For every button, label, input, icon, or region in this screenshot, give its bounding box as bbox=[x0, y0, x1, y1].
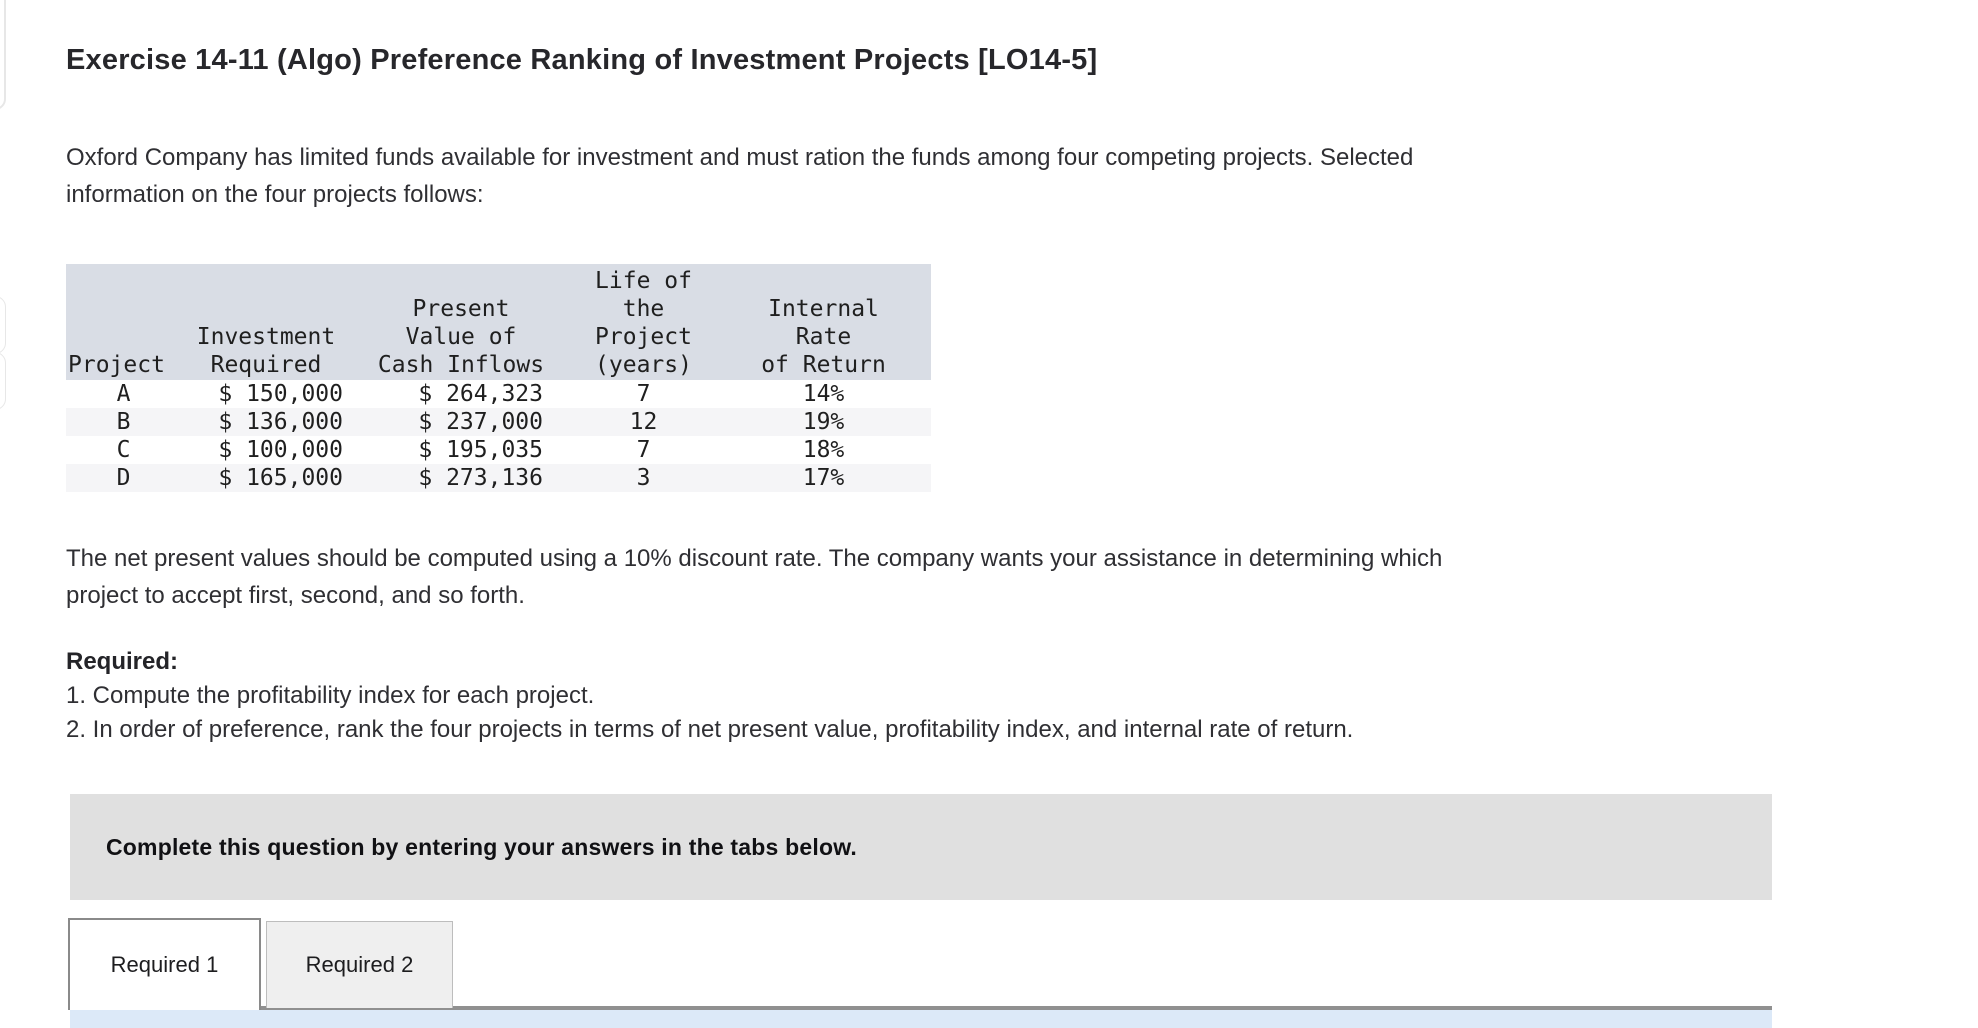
tab-panel-strip bbox=[70, 1010, 1772, 1028]
cell-life: 12 bbox=[629, 409, 658, 435]
cell-life: 7 bbox=[636, 381, 651, 407]
cell-investment: $ 136,000 bbox=[218, 409, 343, 435]
cell-present-value: $ 264,323 bbox=[418, 381, 543, 407]
cell-project: C bbox=[116, 437, 131, 463]
cut-off-edge-button-middle-2[interactable] bbox=[0, 352, 6, 410]
cut-off-edge-button-top[interactable] bbox=[0, 0, 6, 110]
cell-irr: 14% bbox=[802, 381, 845, 407]
col-header-internal-rate: Internal Rate of Return bbox=[716, 264, 931, 380]
table-row-project-d: D $ 165,000 $ 273,136 3 17% bbox=[66, 464, 931, 492]
discussion-paragraph: The net present values should be compute… bbox=[66, 545, 1443, 609]
cell-present-value: $ 237,000 bbox=[418, 409, 543, 435]
required-label: Required: bbox=[66, 648, 179, 675]
instruction-text: Complete this question by entering your … bbox=[106, 833, 858, 860]
tab-divider-line bbox=[70, 1006, 1772, 1010]
cut-off-edge-button-middle-1[interactable] bbox=[0, 296, 6, 354]
table-row-project-b: B $ 136,000 $ 237,000 12 19% bbox=[66, 408, 931, 436]
instruction-box: Complete this question by entering your … bbox=[70, 794, 1772, 900]
col-header-present-value: Present Value of Cash Inflows bbox=[351, 264, 571, 380]
cell-project: B bbox=[116, 409, 131, 435]
tab-required-1-label: Required 1 bbox=[110, 952, 219, 977]
table-row-project-a: A $ 150,000 $ 264,323 7 14% bbox=[66, 380, 931, 408]
projects-table: Project Investment Required Present Valu… bbox=[66, 264, 931, 492]
tab-required-1[interactable]: Required 1 bbox=[68, 918, 261, 1010]
intro-paragraph: Oxford Company has limited funds availab… bbox=[66, 144, 1414, 208]
cell-present-value: $ 273,136 bbox=[418, 465, 543, 491]
table-row-project-c: C $ 100,000 $ 195,035 7 18% bbox=[66, 436, 931, 464]
required-section: Required: 1. Compute the profitability i… bbox=[66, 645, 1353, 747]
page-title: Exercise 14-11 (Algo) Preference Ranking… bbox=[66, 44, 1098, 76]
tab-required-2-label: Required 2 bbox=[305, 952, 414, 977]
cell-life: 3 bbox=[636, 465, 651, 491]
cell-investment: $ 165,000 bbox=[218, 465, 343, 491]
cell-present-value: $ 195,035 bbox=[418, 437, 543, 463]
tab-required-2[interactable]: Required 2 bbox=[266, 921, 453, 1008]
col-header-project: Project bbox=[66, 264, 181, 380]
required-item-1: 1. Compute the profitability index for e… bbox=[66, 682, 595, 709]
cell-irr: 19% bbox=[802, 409, 845, 435]
cell-irr: 17% bbox=[802, 465, 845, 491]
cell-project: A bbox=[116, 381, 131, 407]
cell-investment: $ 150,000 bbox=[218, 381, 343, 407]
cell-project: D bbox=[116, 465, 131, 491]
cell-life: 7 bbox=[636, 437, 651, 463]
required-item-2: 2. In order of preference, rank the four… bbox=[66, 716, 1354, 743]
cell-irr: 18% bbox=[802, 437, 845, 463]
col-header-investment-required: Investment Required bbox=[181, 264, 351, 380]
cell-investment: $ 100,000 bbox=[218, 437, 343, 463]
col-header-life-of-project: Life of the Project (years) bbox=[571, 264, 716, 380]
projects-table-header: Project Investment Required Present Valu… bbox=[66, 264, 931, 380]
